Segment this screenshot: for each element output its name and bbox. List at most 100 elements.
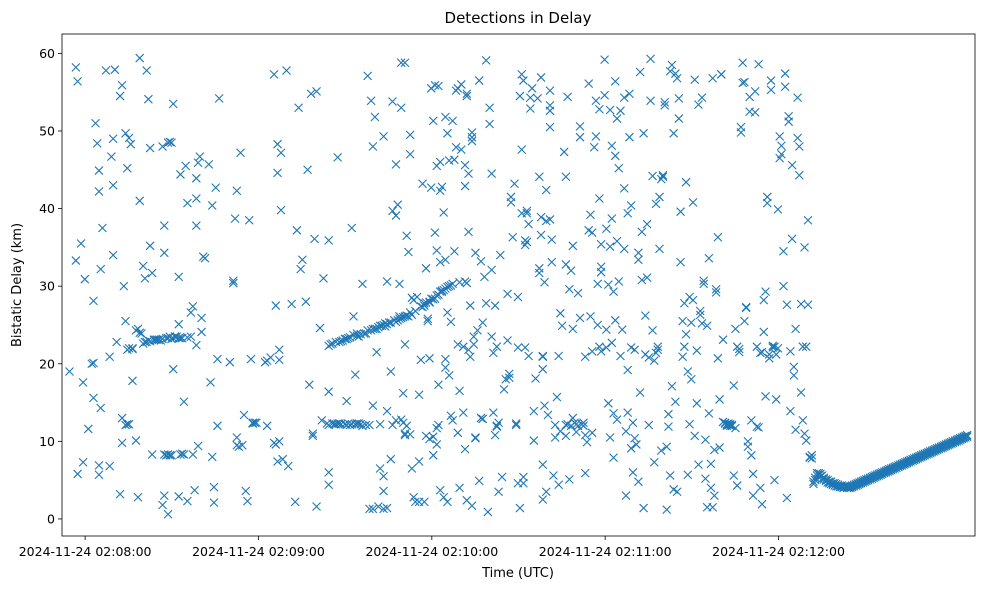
data-point <box>273 168 282 178</box>
data-point <box>519 472 528 482</box>
data-point <box>587 228 597 238</box>
data-point <box>961 431 970 441</box>
data-point <box>679 298 689 308</box>
data-point <box>771 395 781 404</box>
data-point <box>386 367 396 376</box>
data-point <box>409 492 419 502</box>
data-point <box>388 97 397 106</box>
data-point <box>410 497 420 507</box>
data-point <box>342 396 351 406</box>
data-point <box>660 100 670 110</box>
data-point <box>340 334 350 344</box>
data-point <box>798 416 808 425</box>
data-point <box>519 76 528 85</box>
data-point <box>168 99 178 109</box>
data-point <box>561 431 571 441</box>
data-point <box>757 347 767 357</box>
data-point <box>538 460 548 470</box>
data-point <box>631 440 641 449</box>
data-point <box>407 464 417 473</box>
data-point <box>571 427 581 437</box>
data-point <box>688 295 698 305</box>
data-point <box>366 96 376 106</box>
data-point <box>183 496 192 506</box>
data-point <box>400 339 410 349</box>
data-point <box>646 96 655 106</box>
data-point <box>699 276 709 286</box>
data-point <box>282 66 291 75</box>
data-point <box>365 504 374 514</box>
data-point <box>474 476 484 486</box>
data-point <box>446 411 456 421</box>
data-point <box>434 420 443 430</box>
data-point <box>623 208 633 218</box>
data-point <box>303 165 312 175</box>
data-point <box>308 429 318 438</box>
data-point <box>455 483 464 493</box>
data-point <box>167 138 176 148</box>
data-point <box>746 450 756 460</box>
data-point <box>228 278 238 288</box>
data-point <box>536 212 546 222</box>
plot-area-frame <box>61 33 976 537</box>
data-point <box>388 420 397 430</box>
data-point <box>441 363 450 373</box>
data-point <box>621 426 631 436</box>
data-point <box>197 327 206 337</box>
data-point <box>460 160 470 170</box>
data-point <box>780 69 790 78</box>
data-point <box>297 255 307 265</box>
data-point <box>734 347 744 357</box>
data-point <box>421 263 431 273</box>
data-point <box>266 353 275 362</box>
data-point <box>762 192 772 202</box>
data-point <box>595 104 604 114</box>
data-point <box>343 333 353 343</box>
data-point <box>426 294 436 303</box>
data-point <box>460 444 470 454</box>
data-point <box>213 354 222 364</box>
data-point <box>174 319 184 329</box>
data-point <box>669 128 679 138</box>
data-point <box>796 299 806 309</box>
data-point <box>690 75 700 85</box>
data-point <box>554 351 564 361</box>
data-point <box>312 502 321 511</box>
data-point <box>644 353 654 362</box>
data-point <box>688 197 698 207</box>
data-point <box>96 264 106 274</box>
data-point <box>487 169 497 179</box>
data-point <box>503 289 512 299</box>
data-point <box>545 215 555 224</box>
data-point <box>513 343 523 352</box>
data-point <box>575 132 585 142</box>
data-point <box>568 241 578 251</box>
data-point <box>183 332 192 342</box>
data-point <box>317 416 327 425</box>
data-point <box>287 299 297 309</box>
x-tick-label: 2024-11-24 02:11:00 <box>539 544 672 559</box>
data-point <box>395 279 404 289</box>
data-point <box>619 93 629 103</box>
data-point <box>174 333 184 343</box>
data-point <box>713 353 723 363</box>
data-point <box>962 432 972 442</box>
data-point <box>347 223 357 233</box>
data-point <box>573 288 583 298</box>
data-point <box>593 320 603 330</box>
y-axis-label: Bistatic Delay (km) <box>10 223 25 347</box>
data-point <box>159 248 169 258</box>
data-point <box>352 419 362 428</box>
data-point <box>766 76 776 85</box>
scatter-points <box>65 53 972 519</box>
data-point <box>634 255 643 265</box>
data-point <box>697 319 707 328</box>
data-point <box>363 71 373 81</box>
data-point <box>350 370 360 380</box>
data-point <box>78 457 88 467</box>
data-point <box>743 436 753 446</box>
y-tick-label: 20 <box>39 356 55 371</box>
data-point <box>748 491 758 501</box>
data-point <box>121 128 130 138</box>
data-point <box>635 388 645 397</box>
